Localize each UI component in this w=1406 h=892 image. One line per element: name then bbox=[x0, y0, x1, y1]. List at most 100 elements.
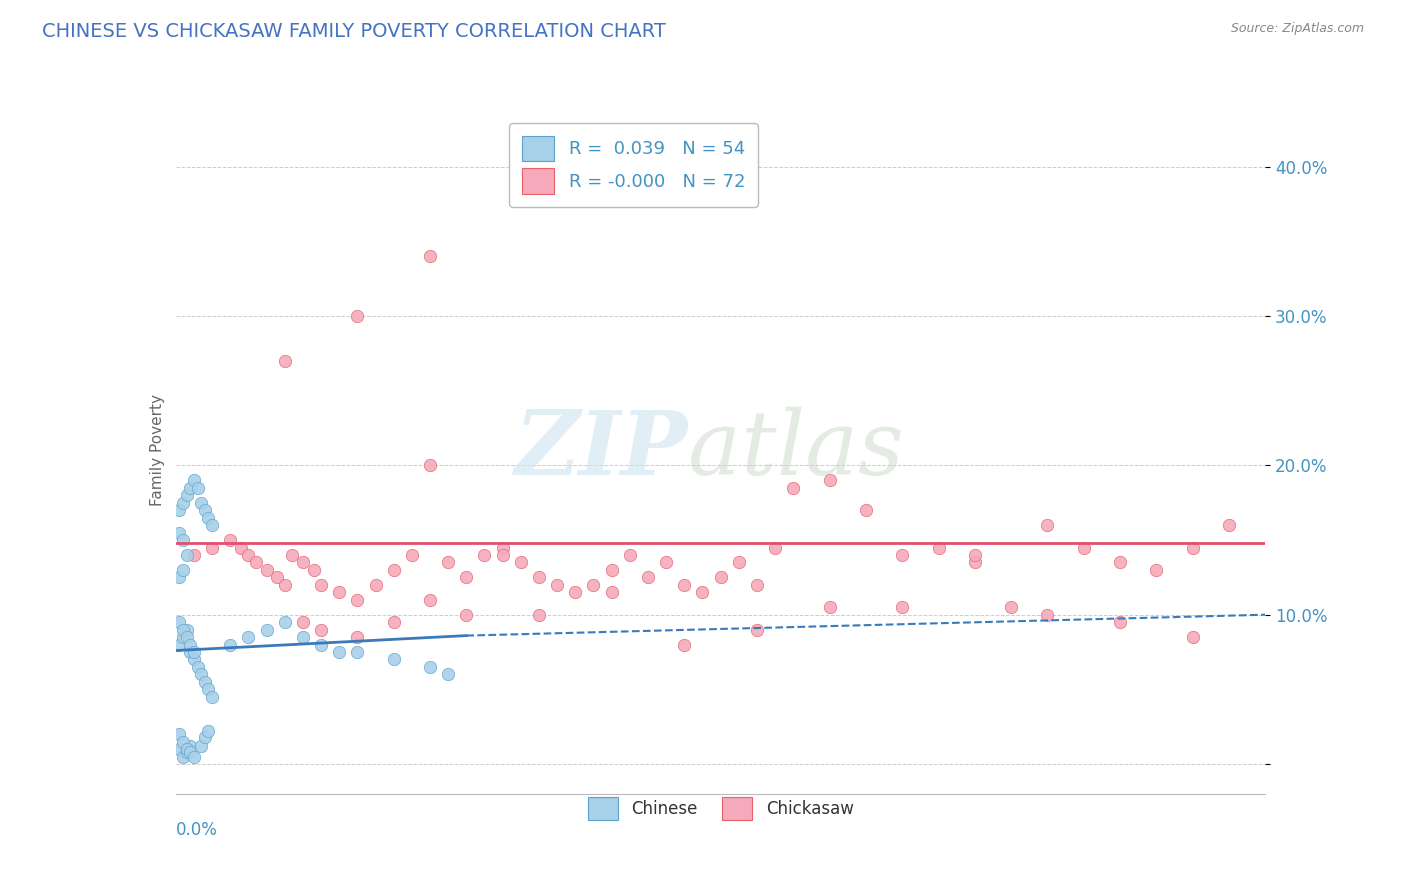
Point bbox=[176, 745, 198, 759]
Point bbox=[172, 630, 194, 644]
Point bbox=[169, 615, 191, 630]
Point bbox=[673, 638, 696, 652]
Point bbox=[527, 607, 550, 622]
Point bbox=[1181, 541, 1204, 555]
Point bbox=[186, 481, 209, 495]
Point bbox=[492, 541, 515, 555]
Point bbox=[169, 525, 191, 540]
Point bbox=[183, 645, 205, 659]
Point bbox=[231, 541, 253, 555]
Point bbox=[190, 739, 212, 753]
Point bbox=[172, 749, 194, 764]
Point bbox=[172, 533, 194, 547]
Point bbox=[692, 585, 714, 599]
Point bbox=[274, 615, 297, 630]
Point bbox=[291, 615, 314, 630]
Point bbox=[274, 578, 297, 592]
Point bbox=[176, 488, 198, 502]
Point bbox=[382, 615, 405, 630]
Point bbox=[172, 563, 194, 577]
Text: 0.0%: 0.0% bbox=[176, 822, 218, 839]
Point bbox=[238, 630, 260, 644]
Point bbox=[256, 623, 278, 637]
Point bbox=[274, 354, 297, 368]
Point bbox=[419, 592, 441, 607]
Point bbox=[346, 592, 368, 607]
Point bbox=[309, 578, 332, 592]
Point bbox=[183, 473, 205, 487]
Point bbox=[527, 570, 550, 584]
Point bbox=[1181, 630, 1204, 644]
Point bbox=[891, 600, 914, 615]
Point bbox=[782, 481, 804, 495]
Point bbox=[492, 548, 515, 562]
Point bbox=[401, 548, 423, 562]
Y-axis label: Family Poverty: Family Poverty bbox=[149, 394, 165, 507]
Point bbox=[419, 249, 441, 263]
Point bbox=[673, 578, 696, 592]
Point bbox=[855, 503, 877, 517]
Point bbox=[194, 503, 217, 517]
Point bbox=[219, 533, 242, 547]
Point bbox=[201, 690, 224, 704]
Point bbox=[419, 660, 441, 674]
Point bbox=[194, 674, 217, 689]
Point bbox=[419, 458, 441, 473]
Point bbox=[302, 563, 325, 577]
Point bbox=[963, 548, 986, 562]
Text: Source: ZipAtlas.com: Source: ZipAtlas.com bbox=[1230, 22, 1364, 36]
Point bbox=[197, 510, 219, 524]
Point bbox=[818, 473, 841, 487]
Point bbox=[745, 623, 768, 637]
Point bbox=[169, 503, 191, 517]
Point bbox=[183, 652, 205, 666]
Point bbox=[346, 630, 368, 644]
Point bbox=[564, 585, 586, 599]
Point bbox=[328, 645, 350, 659]
Point bbox=[201, 541, 224, 555]
Point bbox=[176, 742, 198, 756]
Point bbox=[1036, 518, 1059, 533]
Point bbox=[266, 570, 288, 584]
Point bbox=[1109, 556, 1132, 570]
Point bbox=[891, 548, 914, 562]
Point bbox=[179, 638, 201, 652]
Point bbox=[197, 724, 219, 739]
Point bbox=[291, 556, 314, 570]
Point bbox=[727, 556, 749, 570]
Point bbox=[600, 585, 623, 599]
Point bbox=[169, 727, 191, 741]
Point bbox=[190, 496, 212, 510]
Point bbox=[437, 556, 460, 570]
Point bbox=[172, 623, 194, 637]
Point bbox=[600, 563, 623, 577]
Point bbox=[509, 556, 531, 570]
Point bbox=[179, 739, 201, 753]
Point bbox=[928, 541, 950, 555]
Point bbox=[201, 518, 224, 533]
Point bbox=[245, 556, 267, 570]
Point bbox=[183, 749, 205, 764]
Point bbox=[655, 556, 678, 570]
Point bbox=[186, 660, 209, 674]
Point bbox=[179, 481, 201, 495]
Text: ZIP: ZIP bbox=[515, 408, 688, 493]
Point bbox=[456, 570, 478, 584]
Text: atlas: atlas bbox=[688, 407, 904, 494]
Point bbox=[474, 548, 496, 562]
Point bbox=[364, 578, 387, 592]
Point bbox=[1109, 615, 1132, 630]
Point bbox=[456, 607, 478, 622]
Point bbox=[963, 556, 986, 570]
Point bbox=[309, 638, 332, 652]
Point bbox=[176, 630, 198, 644]
Point bbox=[256, 563, 278, 577]
Point bbox=[1000, 600, 1022, 615]
Point bbox=[619, 548, 641, 562]
Point bbox=[179, 745, 201, 759]
Point bbox=[291, 630, 314, 644]
Point bbox=[169, 570, 191, 584]
Point bbox=[328, 585, 350, 599]
Point bbox=[1036, 607, 1059, 622]
Point bbox=[172, 734, 194, 748]
